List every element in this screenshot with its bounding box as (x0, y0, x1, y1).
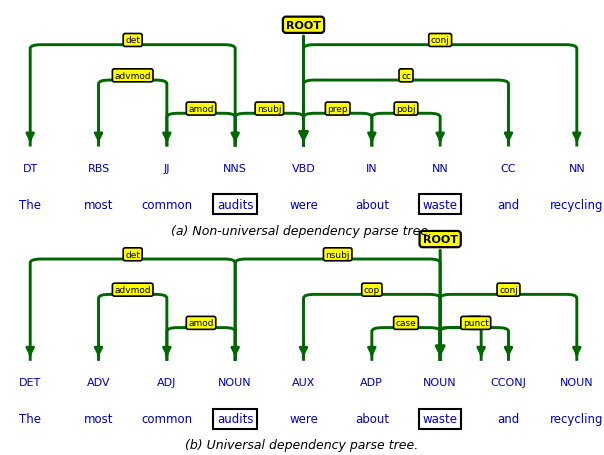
Text: waste: waste (423, 198, 458, 212)
Text: VBD: VBD (292, 163, 315, 173)
Text: nsubj: nsubj (326, 250, 350, 259)
Text: NOUN: NOUN (423, 377, 457, 387)
Text: amod: amod (188, 318, 214, 328)
Text: NOUN: NOUN (219, 377, 252, 387)
Text: audits: audits (217, 412, 254, 425)
Text: ADJ: ADJ (157, 377, 176, 387)
Text: prep: prep (327, 105, 348, 114)
Text: and: and (497, 412, 519, 425)
Text: JJ: JJ (164, 163, 170, 173)
Text: det: det (125, 250, 140, 259)
Text: advmod: advmod (114, 286, 151, 294)
Text: pobj: pobj (396, 105, 416, 114)
Text: were: were (289, 198, 318, 212)
Text: DT: DT (22, 163, 38, 173)
Text: CCONJ: CCONJ (490, 377, 527, 387)
Text: cop: cop (364, 286, 380, 294)
Text: ROOT: ROOT (286, 21, 321, 30)
Text: conj: conj (499, 286, 518, 294)
Text: waste: waste (423, 412, 458, 425)
Text: CC: CC (501, 163, 516, 173)
Text: (a) Non-universal dependency parse tree.: (a) Non-universal dependency parse tree. (172, 225, 432, 238)
Text: and: and (497, 198, 519, 212)
Text: AUX: AUX (292, 377, 315, 387)
Text: amod: amod (188, 105, 214, 114)
Text: cc: cc (401, 72, 411, 81)
Text: nsubj: nsubj (257, 105, 281, 114)
Text: common: common (141, 198, 193, 212)
Text: cc: cc (469, 318, 480, 328)
Text: recycling: recycling (550, 198, 603, 212)
Text: recycling: recycling (550, 412, 603, 425)
Text: conj: conj (431, 36, 449, 46)
Text: NNS: NNS (223, 163, 247, 173)
Text: most: most (84, 198, 114, 212)
Text: most: most (84, 412, 114, 425)
Text: (b) Universal dependency parse tree.: (b) Universal dependency parse tree. (185, 439, 419, 451)
Text: NN: NN (432, 163, 449, 173)
Text: ADP: ADP (361, 377, 384, 387)
Text: det: det (125, 36, 140, 46)
Text: about: about (355, 198, 389, 212)
Text: DET: DET (19, 377, 41, 387)
Text: common: common (141, 412, 193, 425)
Text: ROOT: ROOT (423, 235, 458, 244)
Text: about: about (355, 412, 389, 425)
Text: NOUN: NOUN (560, 377, 594, 387)
Text: were: were (289, 412, 318, 425)
Text: RBS: RBS (88, 163, 110, 173)
Text: punct: punct (463, 318, 489, 328)
Text: case: case (396, 318, 416, 328)
Text: ADV: ADV (87, 377, 111, 387)
Text: The: The (19, 198, 41, 212)
Text: audits: audits (217, 198, 254, 212)
Text: advmod: advmod (114, 72, 151, 81)
Text: NN: NN (568, 163, 585, 173)
Text: The: The (19, 412, 41, 425)
Text: IN: IN (366, 163, 378, 173)
